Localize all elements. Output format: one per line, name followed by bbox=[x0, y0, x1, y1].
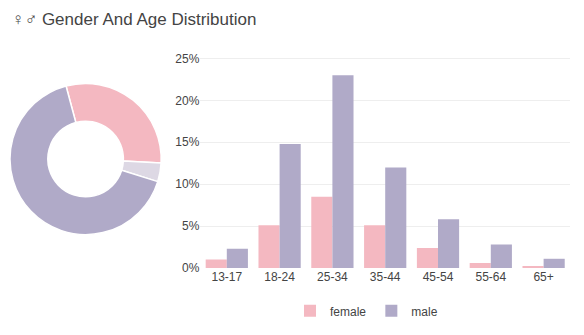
svg-text:35-44: 35-44 bbox=[370, 270, 401, 284]
svg-text:5%: 5% bbox=[182, 219, 200, 233]
svg-text:♀♂ Gender And Age Distribution: ♀♂ Gender And Age Distribution bbox=[12, 10, 257, 29]
svg-text:female: female bbox=[330, 305, 366, 319]
svg-text:20%: 20% bbox=[175, 94, 199, 108]
svg-text:18-24: 18-24 bbox=[264, 270, 295, 284]
svg-text:15%: 15% bbox=[175, 135, 199, 149]
svg-text:45-54: 45-54 bbox=[423, 270, 454, 284]
svg-text:10%: 10% bbox=[175, 177, 199, 191]
svg-text:male: male bbox=[411, 305, 437, 319]
svg-text:65+: 65+ bbox=[533, 270, 553, 284]
svg-text:25%: 25% bbox=[175, 52, 199, 66]
svg-text:0%: 0% bbox=[182, 261, 200, 275]
svg-text:25-34: 25-34 bbox=[317, 270, 348, 284]
svg-text:13-17: 13-17 bbox=[211, 270, 242, 284]
svg-text:55-64: 55-64 bbox=[475, 270, 506, 284]
